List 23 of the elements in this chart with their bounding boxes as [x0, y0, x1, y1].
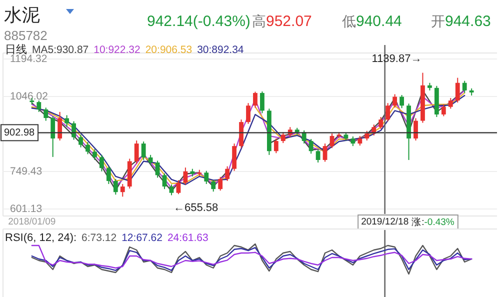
chart-subtitle: 885782 — [4, 28, 48, 43]
ref-line-label: 902.98 — [4, 127, 36, 138]
text: MA5:930.87 — [32, 44, 89, 56]
text: 20:906.53 — [145, 44, 192, 56]
series-label: 24:61.63 — [167, 232, 208, 244]
x-tick-label: 2018/01/09 — [8, 216, 56, 228]
text: 30:892.34 — [197, 44, 244, 56]
legend-title: 日线 — [5, 42, 27, 56]
text: 低940.44 — [342, 13, 402, 30]
text: 涨:-0.43% — [412, 216, 455, 228]
series-label: 6:73.12 — [82, 232, 117, 244]
x-tick-label: 2019/12/18 — [361, 216, 409, 228]
y-tick-label: 601.13 — [10, 202, 42, 215]
annotation: ←655.58 — [173, 202, 218, 214]
text: 开944.63 — [431, 13, 491, 30]
y-tick-label: 749.43 — [10, 165, 42, 178]
text: 942.14(-0.43%) — [147, 13, 250, 30]
chart-title: 水泥 — [4, 5, 40, 25]
series-label: 12:67.62 — [122, 232, 163, 244]
text: 高952.07 — [252, 13, 312, 30]
legend-title: RSI(6, 12, 24): — [5, 232, 77, 244]
y-tick-label: 1046.02 — [10, 90, 48, 102]
text: 10:922.32 — [94, 44, 140, 56]
